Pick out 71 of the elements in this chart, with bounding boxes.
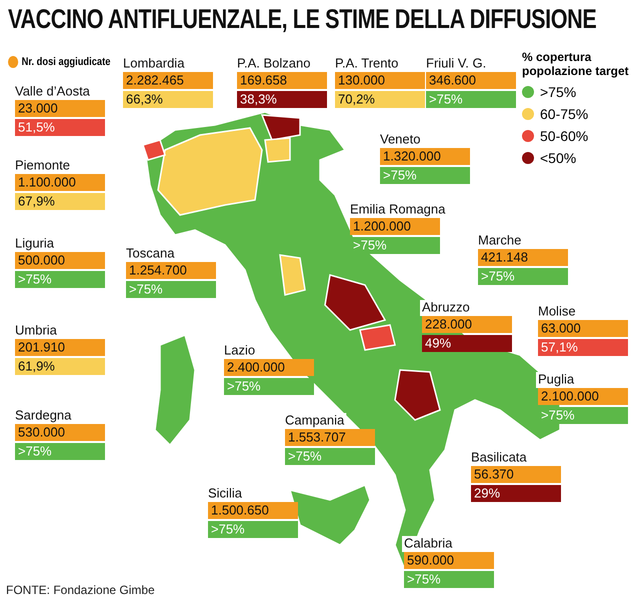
data-label: 70,2% (338, 92, 376, 107)
data-label: >75% (18, 444, 52, 459)
category-label: Sicilia (208, 486, 243, 501)
data-label: 1.500.650 (211, 502, 269, 518)
legend-label: >75% (540, 84, 576, 100)
data-label: 66,3% (126, 92, 164, 107)
data-label: 590.000 (407, 552, 454, 568)
category-label: Molise (538, 304, 576, 319)
data-label: 23.000 (18, 100, 58, 116)
data-label: 1.320.000 (383, 148, 441, 164)
legend-label: 60-75% (540, 106, 588, 122)
data-label: 500.000 (18, 252, 65, 268)
data-label: >75% (383, 168, 418, 183)
legend-label: Nr. dosi aggiudicate (22, 56, 110, 68)
data-label: 63.000 (541, 320, 581, 336)
data-label: 2.100.000 (541, 388, 599, 404)
data-label: 56.370 (474, 466, 514, 482)
data-label: >75% (18, 272, 52, 287)
category-label: Umbria (15, 322, 58, 338)
data-label: 49% (425, 336, 452, 351)
category-label: Puglia (538, 372, 575, 387)
data-label: >75% (429, 92, 464, 107)
category-label: Valle d’Aosta (15, 84, 91, 99)
category-label: Basilicata (471, 450, 528, 465)
category-label: P.A. Trento (335, 56, 398, 71)
data-label: 346.600 (429, 72, 476, 88)
data-label: 57,1% (541, 340, 578, 355)
data-label: 38,3% (240, 92, 278, 107)
data-label: 1.100.000 (18, 174, 76, 190)
text: VACCINO ANTIFLUENZALE, LE STIME DELLA DIFFUSIONE (8, 4, 596, 35)
data-label: 2.282.465 (126, 72, 184, 88)
category-label: Veneto (380, 132, 420, 147)
category-label: Toscana (126, 246, 176, 261)
source-note: FONTE: Fondazione Gimbe (6, 583, 155, 597)
category-label: Lombardia (123, 56, 186, 71)
category-label: Piemonte (15, 158, 70, 173)
data-label: >75% (211, 522, 246, 537)
category-label: Abruzzo (422, 300, 470, 315)
data-label: 51,5% (18, 120, 56, 135)
data-label: 2.400.000 (227, 360, 285, 375)
legend-label: 50-60% (540, 128, 588, 144)
data-label: 130.000 (338, 72, 385, 88)
category-label: Marche (478, 232, 522, 248)
data-label: 228.000 (425, 316, 472, 332)
category-label: Liguria (15, 236, 55, 251)
category-label: Campania (285, 412, 346, 428)
data-label: >75% (129, 282, 164, 297)
data-label: 421.148 (481, 250, 528, 265)
legend-label: <50% (540, 150, 576, 166)
data-label: >75% (353, 238, 388, 253)
data-label: >75% (227, 378, 262, 394)
data-label: >75% (288, 448, 322, 464)
data-label: 29% (474, 486, 500, 501)
category-label: Lazio (224, 342, 256, 358)
category-label: Emilia Romagna (350, 202, 446, 217)
data-label: 1.254.700 (129, 262, 187, 278)
data-label: >75% (407, 572, 442, 587)
data-label: 61,9% (18, 358, 56, 374)
data-label: 1.200.000 (353, 218, 411, 234)
data-label: 1.553.707 (288, 430, 346, 445)
data-label: 530.000 (18, 424, 65, 440)
category-label: Calabria (404, 536, 454, 551)
data-label: 201.910 (18, 340, 65, 355)
data-label: >75% (481, 268, 516, 284)
data-label: 67,9% (18, 194, 56, 209)
category-label: Friuli V. G. (426, 56, 486, 71)
category-label: P.A. Bolzano (237, 56, 310, 71)
legend-title: % copertura popolazione target (522, 50, 630, 78)
data-label: >75% (541, 408, 576, 423)
data-label: 169.658 (240, 72, 287, 88)
category-label: Sardegna (15, 408, 72, 423)
